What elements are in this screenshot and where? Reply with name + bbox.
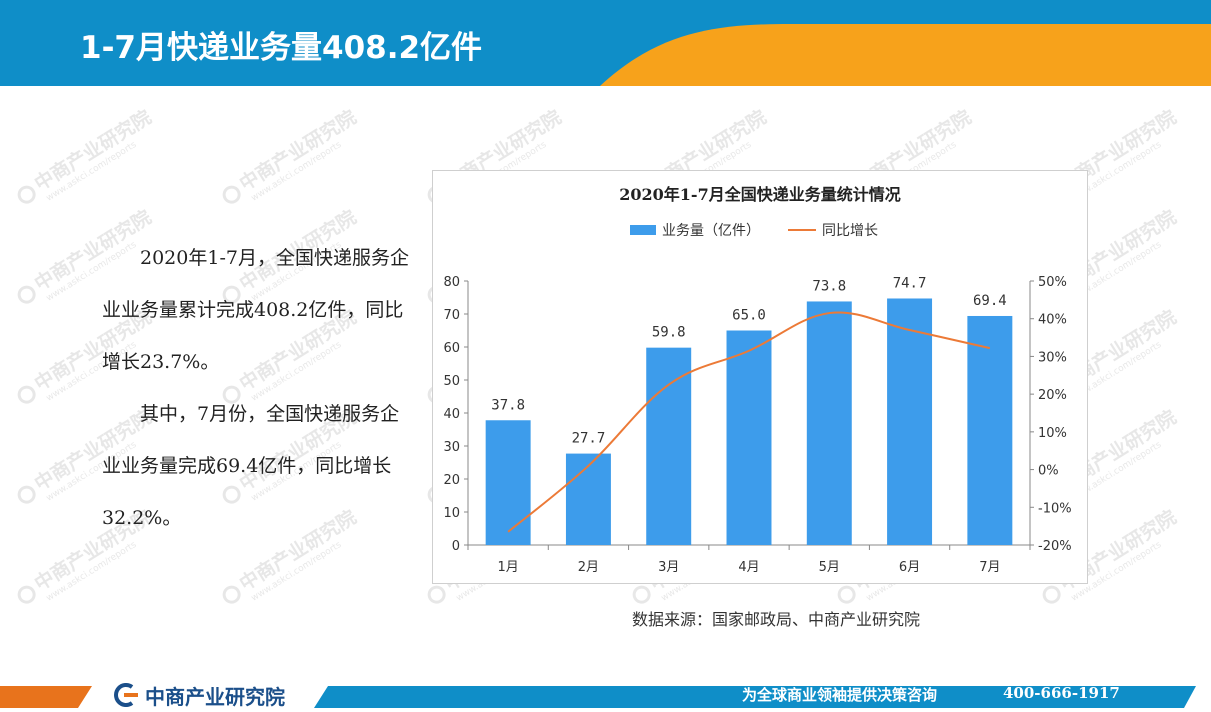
x-tick-label: 6月 [899,560,920,575]
watermark-logo-icon [218,181,244,207]
footer-phone: 400-666-1917 [1003,684,1120,702]
legend-bar-label: 业务量（亿件） [662,223,760,239]
header-band [0,0,1211,86]
y-tick-label-left: 0 [452,539,460,554]
summary-text: 2020年1-7月，全国快递服务企业业务量累计完成408.2亿件，同比增长23.… [102,232,412,544]
bar [726,330,772,545]
bar-data-label: 74.7 [893,275,927,291]
y-tick-label-left: 10 [443,506,460,521]
page-title: 1-7月快递业务量408.2亿件 [80,30,483,66]
watermark-logo-icon [13,181,39,207]
y-tick-label-left: 80 [443,275,460,290]
x-tick-label: 5月 [819,560,840,575]
y-tick-label-right: 20% [1038,388,1067,403]
watermark-logo-icon [13,381,39,407]
legend-bar-swatch [630,225,656,235]
x-tick-label: 7月 [979,560,1000,575]
bar-data-label: 27.7 [572,431,606,447]
watermark-logo-icon [13,581,39,607]
legend-line-label: 同比增长 [822,223,878,239]
watermark-logo-icon [218,581,244,607]
y-tick-label-right: 30% [1038,350,1067,365]
footer-slogan: 为全球商业领袖提供决策咨询 [742,686,938,704]
bar [565,453,611,545]
x-tick-label: 1月 [498,560,519,575]
watermark-logo-icon [833,581,859,607]
y-tick-label-left: 30 [443,440,460,455]
watermark-logo-icon [423,581,449,607]
y-tick-label-right: -10% [1038,501,1072,516]
bar-data-label: 69.4 [973,293,1007,309]
y-tick-label-left: 50 [443,374,460,389]
bar [967,315,1013,545]
watermark-subtext: www.askci.com/reports [44,139,139,204]
summary-paragraph-1: 2020年1-7月，全国快递服务企业业务量累计完成408.2亿件，同比增长23.… [102,247,409,373]
plot-area: 0 10 20 30 40 50 60 70 80 -20% -10% 0% 10% 20% 30% 40% 5… [443,275,1071,575]
express-volume-chart: 2020年1-7月全国快递业务量统计情况 业务量（亿件） 同比增长 0 10 20 3… [443,185,1071,575]
y-tick-label-right: 50% [1038,275,1067,290]
y-tick-label-right: 10% [1038,426,1067,441]
y-tick-label-right: 40% [1038,313,1067,328]
x-tick-label: 2月 [578,560,599,575]
chart-title: 2020年1-7月全国快递业务量统计情况 [619,185,900,204]
watermark-text: 中商产业研究院 [235,106,361,196]
y-tick-label-left: 40 [443,407,460,422]
chart-legend: 业务量（亿件） 同比增长 [630,223,878,239]
watermark-logo-icon [13,481,39,507]
x-tick-label: 3月 [658,560,679,575]
y-tick-label-left: 20 [443,473,460,488]
watermark-logo-icon [628,581,654,607]
watermark-logo-icon [1038,581,1064,607]
watermark-logo-icon [13,281,39,307]
bar-data-label: 73.8 [812,278,846,294]
summary-paragraph-2: 其中，7月份，全国快递服务企业业务量完成69.4亿件，同比增长32.2%。 [102,403,400,529]
bar [646,347,692,545]
watermark-text: 中商产业研究院 [30,106,156,196]
bar-data-label: 37.8 [491,397,525,413]
bar-data-label: 59.8 [652,325,686,341]
x-tick-label: 4月 [738,560,759,575]
watermark-subtext: www.askci.com/reports [249,139,344,204]
data-source-note: 数据来源：国家邮政局、中商产业研究院 [632,610,921,629]
bar [806,301,852,545]
yoy-growth-line [507,311,991,533]
y-tick-label-left: 60 [443,341,460,356]
brand-name: 中商产业研究院 [145,685,285,709]
y-tick-label-left: 70 [443,308,460,323]
y-tick-label-right: 0% [1038,464,1059,479]
footer-band [0,686,1196,708]
y-tick-label-right: -20% [1038,539,1072,554]
bar-data-label: 65.0 [732,308,766,324]
bar [485,420,531,545]
bar [887,298,933,545]
brand-logo-icon [114,683,138,707]
